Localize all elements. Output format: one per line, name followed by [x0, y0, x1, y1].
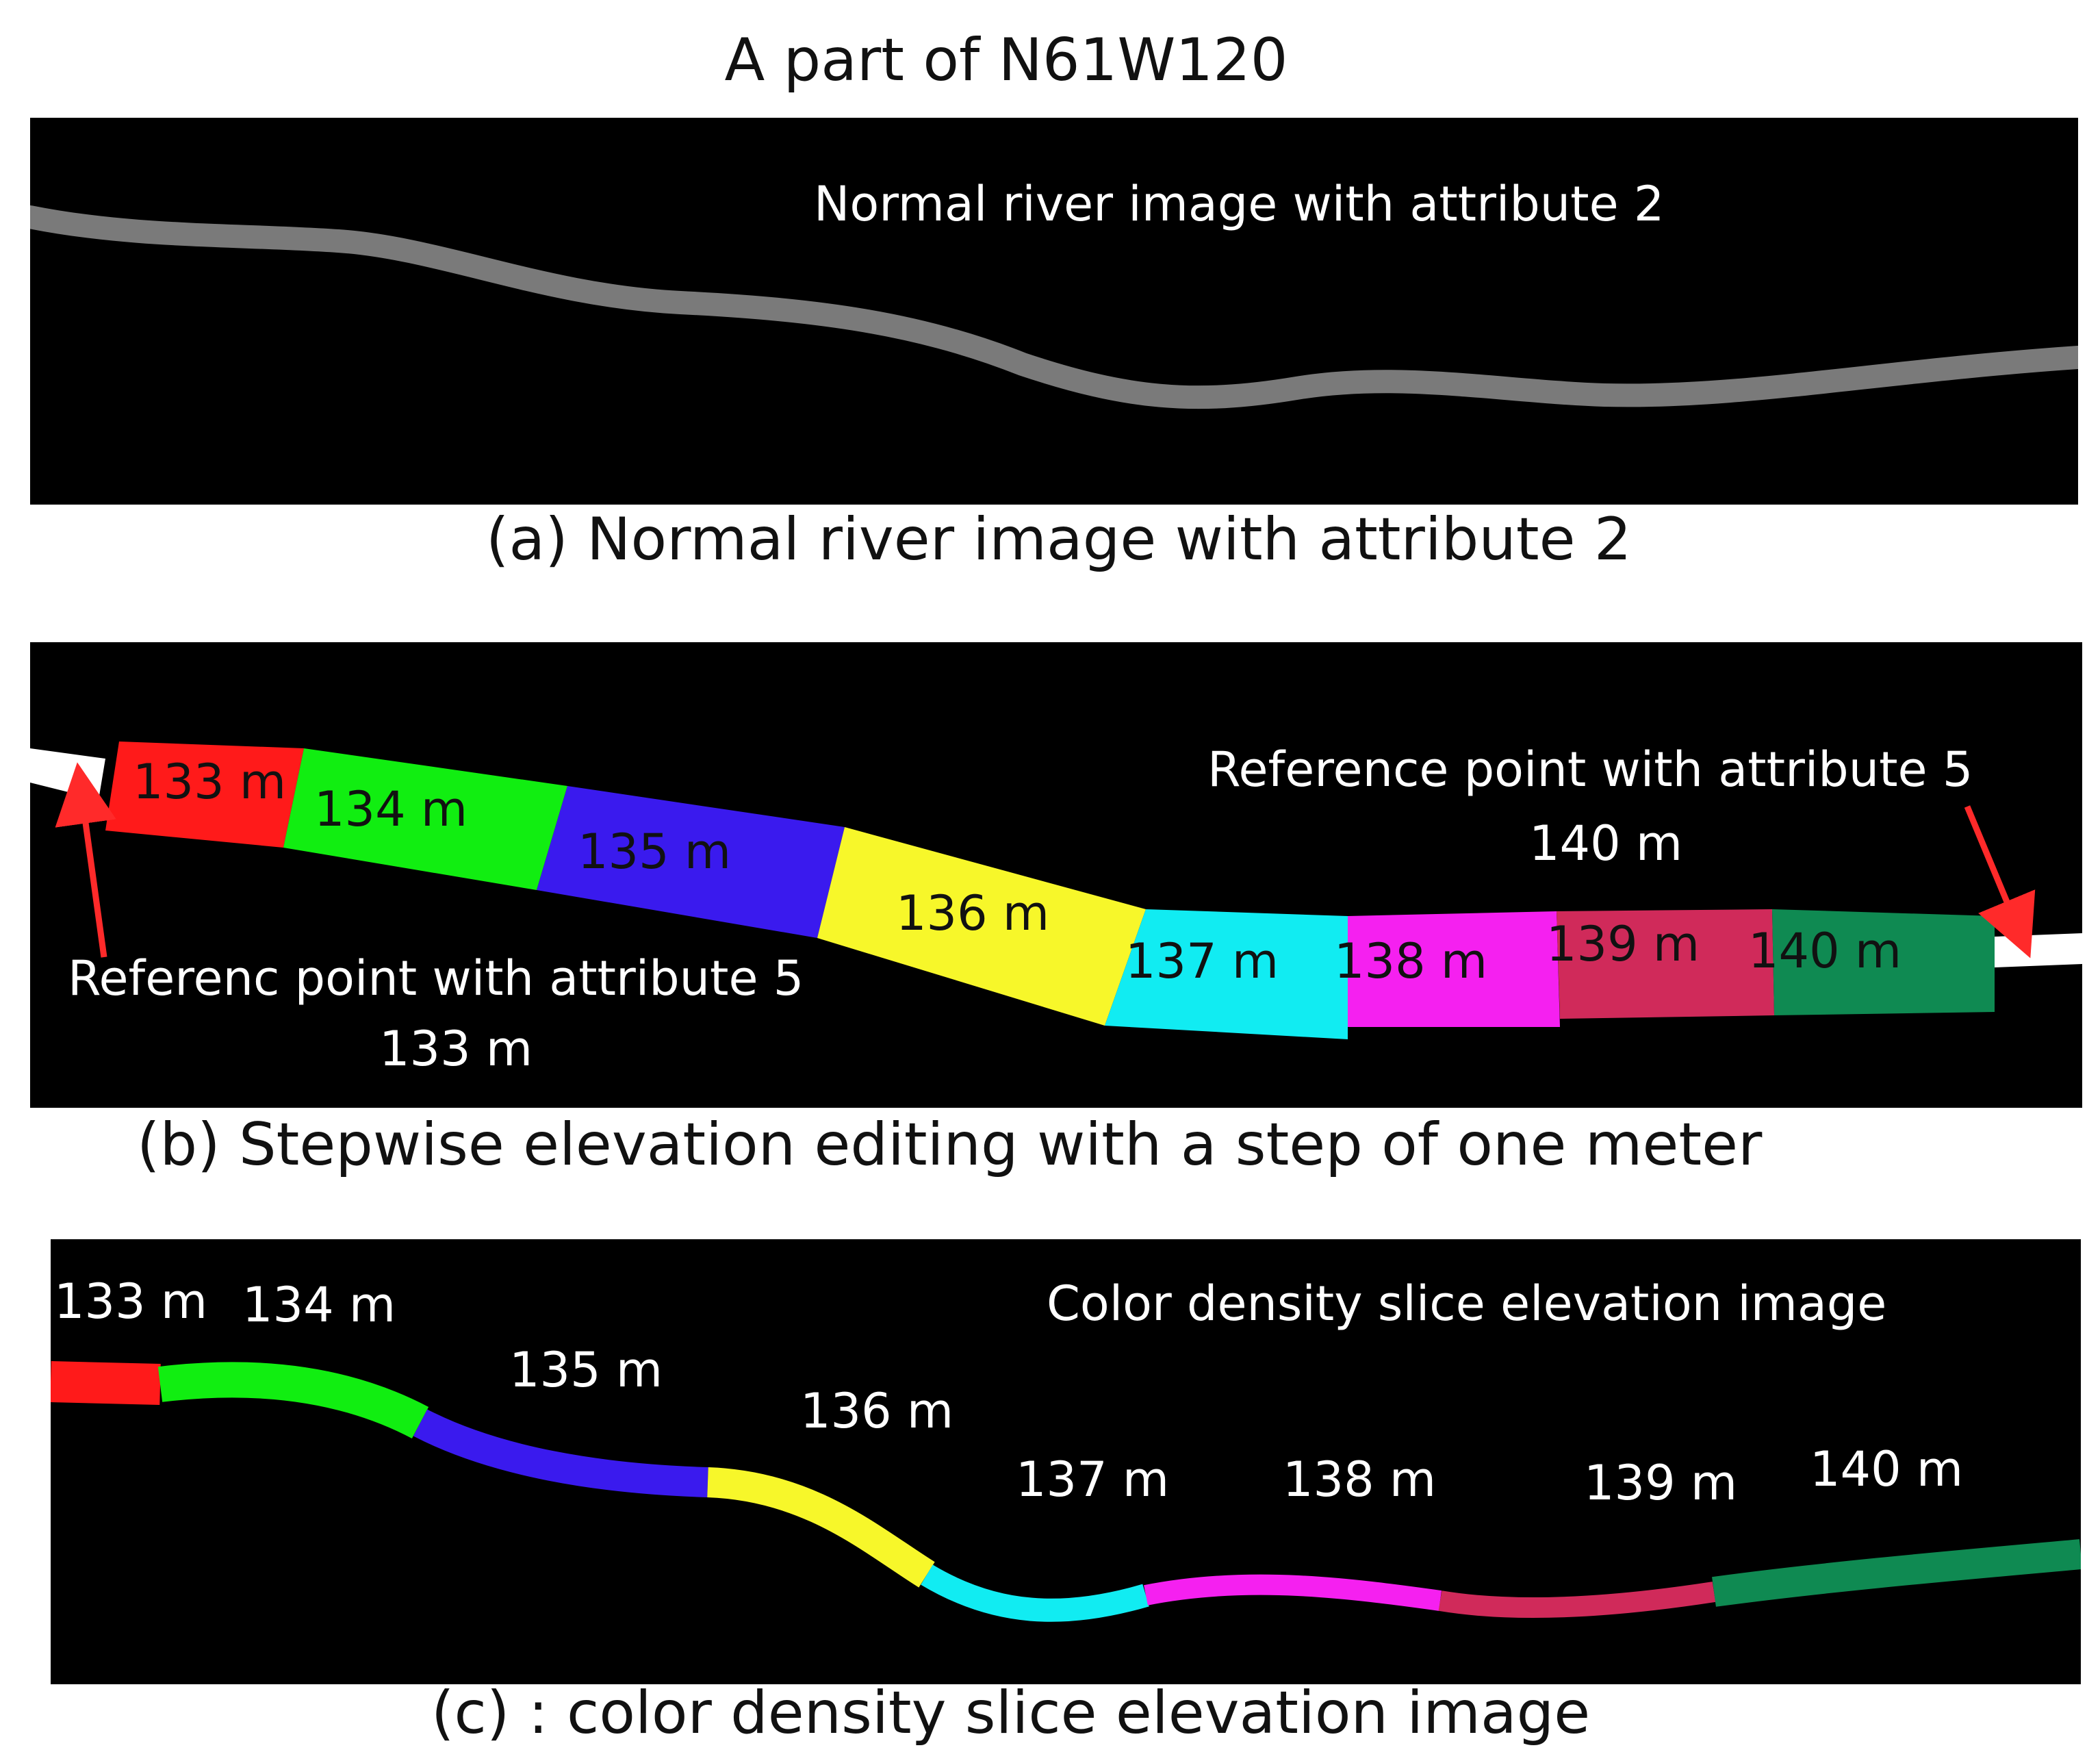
panel-b-svg: 133 m 134 m 135 m 136 m 137 m 138 m 139 … — [30, 741, 2082, 1077]
segment-label-136: 136 m — [896, 885, 1049, 941]
slice-label-140: 140 m — [1810, 1441, 1963, 1497]
slice-label-135: 135 m — [509, 1342, 663, 1398]
ref-left-label: Referenc point with attribute 5 — [68, 950, 804, 1006]
slice-139 — [1438, 1582, 1716, 1618]
slice-138 — [1144, 1574, 1442, 1611]
slice-label-134: 134 m — [242, 1277, 396, 1333]
slice-label-137: 137 m — [1016, 1451, 1169, 1508]
ref-right-value: 140 m — [1529, 815, 1682, 872]
segment-140 — [1772, 909, 1995, 1015]
segment-136 — [817, 827, 1146, 1026]
ref-left-arrow — [55, 762, 116, 958]
panel-c-svg: Color density slice elevation image 133 … — [51, 1273, 2081, 1622]
slice-label-136: 136 m — [800, 1383, 953, 1439]
slice-label-133: 133 m — [54, 1273, 207, 1330]
segment-label-135: 135 m — [578, 824, 731, 880]
river-path — [30, 205, 2078, 409]
slice-137 — [921, 1564, 1149, 1622]
slice-134 — [157, 1362, 429, 1439]
segment-label-140: 140 m — [1748, 923, 1901, 979]
river-end-stub — [1995, 933, 2082, 967]
segment-138 — [1348, 911, 1560, 1027]
river-start-stub — [30, 748, 105, 800]
panel-c-label: Color density slice elevation image — [1047, 1276, 1886, 1332]
slice-133 — [51, 1361, 161, 1405]
segment-label-139: 139 m — [1546, 916, 1700, 972]
panel-a-svg: Normal river image with attribute 2 — [30, 176, 2078, 409]
slice-136 — [707, 1467, 935, 1588]
segment-label-134: 134 m — [314, 781, 468, 837]
caption-c: (c) : color density slice elevation imag… — [431, 1679, 1591, 1747]
segment-label-133: 133 m — [133, 754, 286, 810]
panel-c-color-slice: Color density slice elevation image 133 … — [51, 1239, 2081, 1684]
panel-a-label: Normal river image with attribute 2 — [814, 176, 1664, 232]
segment-135 — [537, 786, 845, 938]
ref-right-arrow — [1964, 805, 2036, 959]
slice-135 — [413, 1409, 708, 1497]
segment-label-138: 138 m — [1334, 933, 1487, 989]
caption-b: (b) Stepwise elevation editing with a st… — [137, 1111, 1763, 1179]
ref-left-value: 133 m — [379, 1021, 533, 1077]
panel-a-river-image: Normal river image with attribute 2 — [30, 118, 2078, 505]
slice-label-138: 138 m — [1283, 1451, 1436, 1508]
ref-right-label: Reference point with attribute 5 — [1207, 741, 1973, 798]
segment-137 — [1105, 909, 1348, 1039]
segment-label-137: 137 m — [1125, 933, 1279, 989]
panel-b-stepwise: 133 m 134 m 135 m 136 m 137 m 138 m 139 … — [30, 642, 2082, 1108]
segment-133 — [105, 741, 304, 848]
figure-title: A part of N61W120 — [724, 26, 1288, 94]
segment-134 — [283, 748, 567, 890]
caption-a: (a) Normal river image with attribute 2 — [486, 505, 1632, 574]
slice-label-139: 139 m — [1584, 1455, 1737, 1511]
segment-139 — [1557, 909, 1774, 1019]
slice-140 — [1712, 1539, 2081, 1607]
